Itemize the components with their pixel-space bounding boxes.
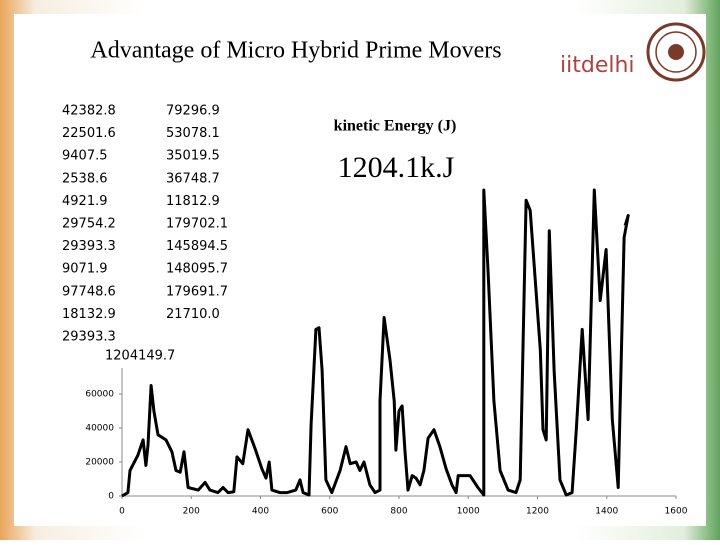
table-cell: 97748.6 (62, 284, 116, 299)
table-cell: 11812.9 (166, 194, 220, 209)
x-tick-label: 200 (183, 507, 200, 517)
x-tick-label: 600 (321, 507, 338, 517)
x-tick-label: 1400 (595, 507, 618, 517)
x-tick-label: 1600 (665, 507, 688, 517)
table-cell: 9407.5 (62, 149, 108, 164)
table-cell: 21710.0 (166, 307, 220, 322)
table-cell: 79296.9 (166, 104, 220, 119)
slide-title: Advantage of Micro Hybrid Prime Movers (90, 38, 501, 64)
table-total: 1204149.7 (105, 349, 175, 364)
table-cell: 2538.6 (62, 171, 108, 186)
table-cell: 22501.6 (62, 126, 116, 141)
data-line (121, 188, 630, 498)
table-cell: 29393.3 (62, 239, 116, 254)
x-tick-label: 1200 (526, 507, 549, 517)
y-tick-label: 20000 (85, 458, 114, 468)
logo-emblem (646, 22, 706, 82)
table-cell: 35019.5 (166, 149, 220, 164)
plot: 0 200 400 600 800 1000 1200 1400 1600 0 20000 40000… (85, 188, 688, 517)
table-cell: 145894.5 (166, 239, 228, 254)
table-cell: 18132.9 (62, 307, 116, 322)
table-cell: 179691.7 (166, 284, 228, 299)
x-tick-label: 0 (119, 507, 125, 517)
y-tick-label: 60000 (85, 390, 114, 400)
table-cell: 36748.7 (166, 171, 220, 186)
x-tick-label: 400 (252, 507, 269, 517)
annotation-label: kinetic Energy (J) (334, 118, 457, 135)
table-cell: 9071.9 (62, 262, 108, 277)
annotation-value: 1204.1k.J (338, 151, 455, 184)
y-tick-label: 0 (108, 492, 114, 502)
logo-text: iitdelhi (560, 53, 635, 78)
table-cell: 4921.9 (62, 194, 108, 209)
table-panel (55, 98, 247, 368)
x-tick-label: 800 (390, 507, 407, 517)
table-cell: 29754.2 (62, 217, 116, 232)
table-cell: 29393.3 (62, 330, 116, 345)
y-tick-label: 40000 (85, 424, 114, 434)
table: 42382.8 79296.9 22501.6 53078.1 9407.5 35019.… (62, 104, 228, 364)
table-cell: 179702.1 (166, 217, 228, 232)
table-cell: 42382.8 (62, 104, 116, 119)
x-tick-label: 1000 (457, 507, 480, 517)
table-cell: 53078.1 (166, 126, 220, 141)
table-cell: 148095.7 (166, 262, 228, 277)
